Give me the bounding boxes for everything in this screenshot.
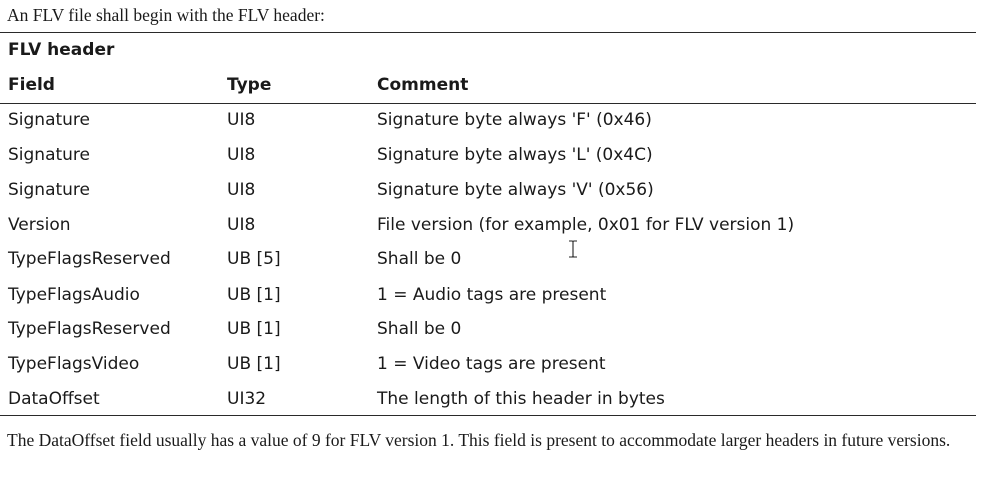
comment-cell: The length of this header in bytes (377, 389, 665, 409)
type-cell: UB [1] (227, 319, 281, 339)
intro-text: An FLV file shall begin with the FLV hea… (7, 5, 325, 25)
field-cell: Signature (8, 145, 91, 165)
type-cell: UB [5] (227, 249, 281, 269)
table-row: TypeFlagsVideo UB [1] 1 = Video tags are… (0, 352, 976, 387)
field-cell: TypeFlagsReserved (8, 249, 171, 269)
field-cell: Version (8, 215, 71, 235)
note-paragraph: The DataOffset field usually has a value… (7, 430, 951, 450)
comment-cell: Signature byte always 'F' (0x46) (377, 110, 652, 130)
table-row: Version UI8 File version (for example, 0… (0, 213, 976, 248)
comment-cell: Signature byte always 'L' (0x4C) (377, 145, 653, 165)
table-title: FLV header (8, 40, 115, 60)
text-cursor-icon (569, 240, 577, 258)
field-cell: TypeFlagsReserved (8, 319, 171, 339)
table-row: TypeFlagsReserved UB [5] Shall be 0 (0, 247, 976, 282)
table-row: Signature UI8 Signature byte always 'F' … (0, 108, 976, 143)
type-cell: UI32 (227, 389, 267, 409)
table-row: TypeFlagsAudio UB [1] 1 = Audio tags are… (0, 283, 976, 318)
comment-cell: Shall be 0 (377, 319, 462, 339)
table-header-row: Field Type Comment (0, 73, 976, 108)
table-top-rule (0, 32, 976, 33)
type-cell: UI8 (227, 215, 256, 235)
comment-cell: Signature byte always 'V' (0x56) (377, 180, 654, 200)
table-row: Signature UI8 Signature byte always 'V' … (0, 178, 976, 213)
type-cell: UB [1] (227, 285, 281, 305)
table-bottom-rule (0, 415, 976, 416)
type-cell: UB [1] (227, 354, 281, 374)
field-cell: TypeFlagsAudio (8, 285, 140, 305)
comment-cell: File version (for example, 0x01 for FLV … (377, 215, 795, 235)
column-header-comment: Comment (377, 75, 469, 95)
type-cell: UI8 (227, 110, 256, 130)
column-header-type: Type (227, 75, 272, 95)
comment-cell: 1 = Audio tags are present (377, 285, 607, 305)
field-cell: Signature (8, 180, 91, 200)
field-cell: TypeFlagsVideo (8, 354, 140, 374)
column-header-field: Field (8, 75, 55, 95)
type-cell: UI8 (227, 145, 256, 165)
comment-cell: Shall be 0 (377, 249, 462, 269)
table-row: TypeFlagsReserved UB [1] Shall be 0 (0, 317, 976, 352)
type-cell: UI8 (227, 180, 256, 200)
table-header-rule (0, 103, 976, 104)
field-cell: DataOffset (8, 389, 100, 409)
table-row: DataOffset UI32 The length of this heade… (0, 387, 976, 422)
comment-cell: 1 = Video tags are present (377, 354, 606, 374)
table-row: Signature UI8 Signature byte always 'L' … (0, 143, 976, 178)
field-cell: Signature (8, 110, 91, 130)
